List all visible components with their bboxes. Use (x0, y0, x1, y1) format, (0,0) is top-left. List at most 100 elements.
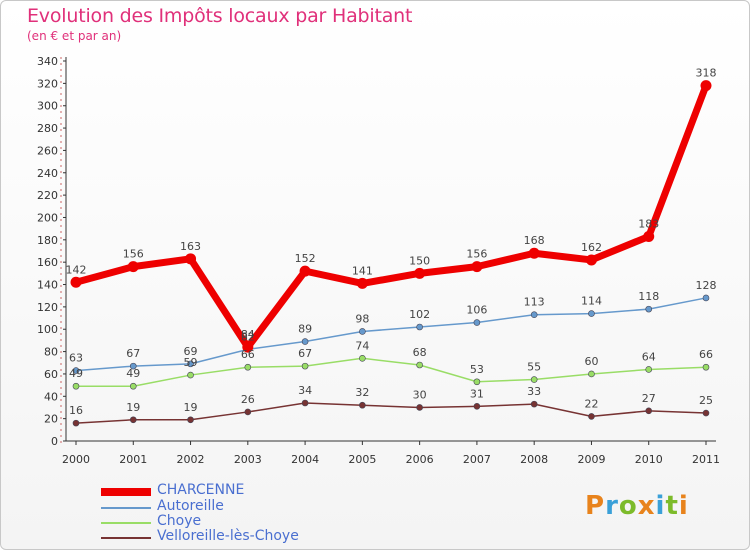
data-point (702, 363, 710, 371)
data-point (242, 341, 254, 353)
data-point (414, 267, 426, 279)
data-label: 67 (126, 347, 140, 360)
data-label: 183 (638, 217, 659, 230)
data-label: 84 (241, 328, 255, 341)
data-point (588, 413, 595, 420)
y-tick-label: 340 (37, 55, 58, 68)
x-tick-label: 2006 (406, 453, 434, 466)
data-point (528, 247, 540, 259)
proxiti-logo: Proxiti (585, 491, 689, 521)
data-label: 19 (126, 401, 140, 414)
x-tick-label: 2009 (577, 453, 605, 466)
y-tick-label: 220 (37, 189, 58, 202)
data-point (70, 276, 82, 288)
data-point (645, 305, 653, 313)
data-label: 152 (295, 252, 316, 265)
x-tick-label: 2003 (234, 453, 262, 466)
data-label: 55 (527, 361, 541, 374)
data-label: 64 (642, 350, 656, 363)
chart-subtitle: (en € et par an) (27, 29, 122, 43)
data-point (473, 378, 481, 386)
data-point (72, 419, 80, 427)
logo-letter: o (618, 491, 638, 521)
logo-letter: i (655, 491, 666, 521)
data-point (643, 230, 655, 242)
legend-swatch (101, 537, 151, 539)
data-point (416, 323, 423, 331)
data-label: 98 (355, 312, 369, 325)
x-tick-label: 2005 (348, 453, 376, 466)
data-label: 156 (466, 248, 487, 261)
y-tick-label: 0 (51, 435, 58, 448)
y-tick-label: 80 (44, 346, 58, 359)
data-label: 26 (241, 393, 255, 406)
legend-item: Choye (101, 513, 361, 530)
y-tick-label: 320 (37, 77, 58, 90)
legend-item: Autoreille (101, 498, 361, 515)
legend-item: CHARCENNE (101, 482, 361, 499)
data-label: 33 (527, 385, 541, 398)
series-line (75, 402, 707, 424)
data-label: 32 (355, 386, 369, 399)
data-point (700, 80, 712, 92)
x-tick-label: 2000 (62, 453, 90, 466)
data-point (301, 362, 309, 370)
data-label: 49 (126, 367, 140, 380)
data-point (299, 265, 311, 277)
y-tick-label: 200 (37, 211, 58, 224)
series-charcenne (70, 80, 712, 353)
series-choye (72, 354, 710, 390)
logo-letter: r (605, 491, 619, 521)
x-tick-label: 2011 (692, 453, 720, 466)
data-point (72, 382, 80, 390)
data-label: 68 (413, 346, 427, 359)
data-point (244, 408, 252, 416)
data-label: 118 (638, 290, 659, 303)
logo-letter: P (585, 491, 606, 521)
data-label: 168 (524, 234, 545, 247)
data-label: 49 (69, 367, 83, 380)
data-label: 89 (298, 323, 312, 336)
y-tick-label: 20 (44, 413, 58, 426)
y-tick-label: 280 (37, 122, 58, 135)
data-label: 156 (123, 248, 144, 261)
data-point (187, 371, 194, 379)
x-tick-label: 2008 (520, 453, 548, 466)
data-point (129, 416, 137, 424)
data-point (471, 261, 483, 273)
data-label: 19 (184, 401, 198, 414)
x-tick-labels: 2000 2001 2002 2003 2004 2005 2006 2007 2008 2009… (62, 453, 720, 466)
data-point (702, 294, 710, 302)
data-point (530, 400, 538, 408)
data-label: 113 (524, 296, 545, 309)
x-tick-label: 2002 (177, 453, 205, 466)
data-label: 66 (241, 348, 255, 361)
data-label: 60 (584, 355, 598, 368)
legend-swatch (101, 522, 151, 524)
logo-letter: i (678, 491, 689, 521)
data-label: 53 (470, 363, 484, 376)
data-label: 141 (352, 264, 373, 277)
data-label: 128 (696, 279, 717, 292)
data-point (185, 253, 197, 265)
data-point (645, 407, 653, 415)
data-label: 150 (409, 254, 430, 267)
data-point (244, 363, 252, 371)
data-label: 82 (241, 330, 255, 343)
data-point (356, 277, 368, 289)
chart-title: Evolution des Impôts locaux par Habitant (27, 5, 413, 27)
y-tick-label: 100 (37, 323, 58, 336)
data-label: 102 (409, 308, 430, 321)
chart-axes (60, 57, 716, 445)
data-point (702, 409, 710, 417)
data-label: 74 (355, 339, 369, 352)
y-tick-label: 60 (44, 368, 58, 381)
series-velloreille-l-s-choye (72, 399, 710, 427)
data-label: 34 (298, 384, 312, 397)
legend-swatch (101, 507, 151, 509)
series-line (76, 357, 707, 387)
y-tick-label: 160 (37, 256, 58, 269)
data-point (359, 354, 366, 362)
legend-label: Velloreille-lès-Choye (157, 528, 299, 544)
